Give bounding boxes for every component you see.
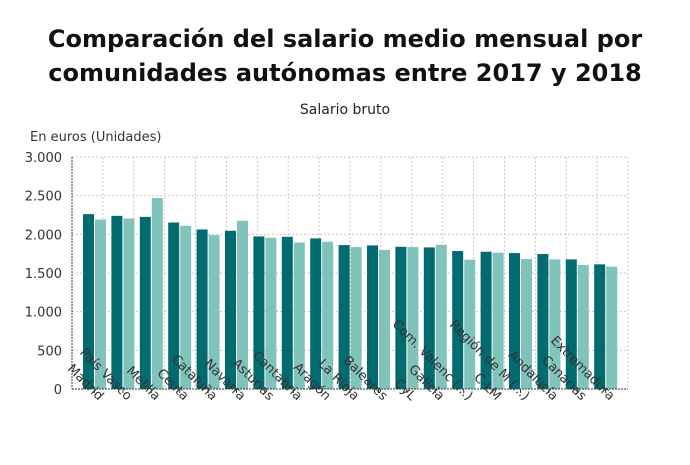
bar-series-2 xyxy=(435,244,447,389)
bar-series-1 xyxy=(196,229,208,389)
bar-series-2 xyxy=(606,266,618,389)
bar-series-1 xyxy=(452,251,464,389)
bar-series-2 xyxy=(521,259,532,389)
bar-series-2 xyxy=(180,225,192,389)
bar-series-2 xyxy=(577,265,589,389)
bar-series-2 xyxy=(95,219,106,389)
bar-series-2 xyxy=(293,242,305,389)
bar-series-1 xyxy=(509,253,520,389)
bar-series-2 xyxy=(208,235,220,389)
bar-series-1 xyxy=(139,216,151,389)
y-tick-label: 2.500 xyxy=(25,190,62,205)
y-tick-label: 1.500 xyxy=(25,267,62,282)
bar-series-2 xyxy=(549,259,561,389)
y-tick-label: 2.000 xyxy=(25,228,62,243)
chart-title: Comparación del salario medio mensual po… xyxy=(47,25,643,87)
bar-series-2 xyxy=(322,241,334,389)
bar-series-1 xyxy=(168,222,180,389)
bar-series-2 xyxy=(265,237,277,389)
y-tick-label: 3.000 xyxy=(25,151,62,166)
bar-series-1 xyxy=(310,238,322,389)
bar-series-1 xyxy=(423,247,435,389)
y-tick-label: 500 xyxy=(37,344,62,359)
bar-series-1 xyxy=(281,236,293,389)
chart-subtitle: Salario bruto xyxy=(299,102,391,118)
y-tick-label: 1.000 xyxy=(25,306,62,321)
bar-series-2 xyxy=(379,250,390,389)
bar-series-1 xyxy=(537,254,549,389)
bar-series-2 xyxy=(464,259,476,389)
bar-series-2 xyxy=(123,218,135,389)
bar-series-2 xyxy=(407,247,419,389)
bar-series-2 xyxy=(151,197,163,389)
bar-series-1 xyxy=(253,236,265,389)
bar-series-2 xyxy=(492,252,504,389)
bar-series-1 xyxy=(565,259,577,389)
bar-series-1 xyxy=(338,245,350,389)
bar-series-2 xyxy=(237,220,248,389)
bar-series-2 xyxy=(350,247,362,389)
bar-series-1 xyxy=(395,246,407,389)
y-axis-label: En euros (Unidades) xyxy=(30,130,162,145)
bar-series-1 xyxy=(225,230,236,389)
bar-series-1 xyxy=(367,245,378,389)
bar-series-1 xyxy=(480,251,492,389)
bar-series-1 xyxy=(594,264,606,389)
y-tick-label: 0 xyxy=(54,383,62,398)
bar-series-1 xyxy=(111,215,123,389)
bar-series-1 xyxy=(83,214,94,389)
